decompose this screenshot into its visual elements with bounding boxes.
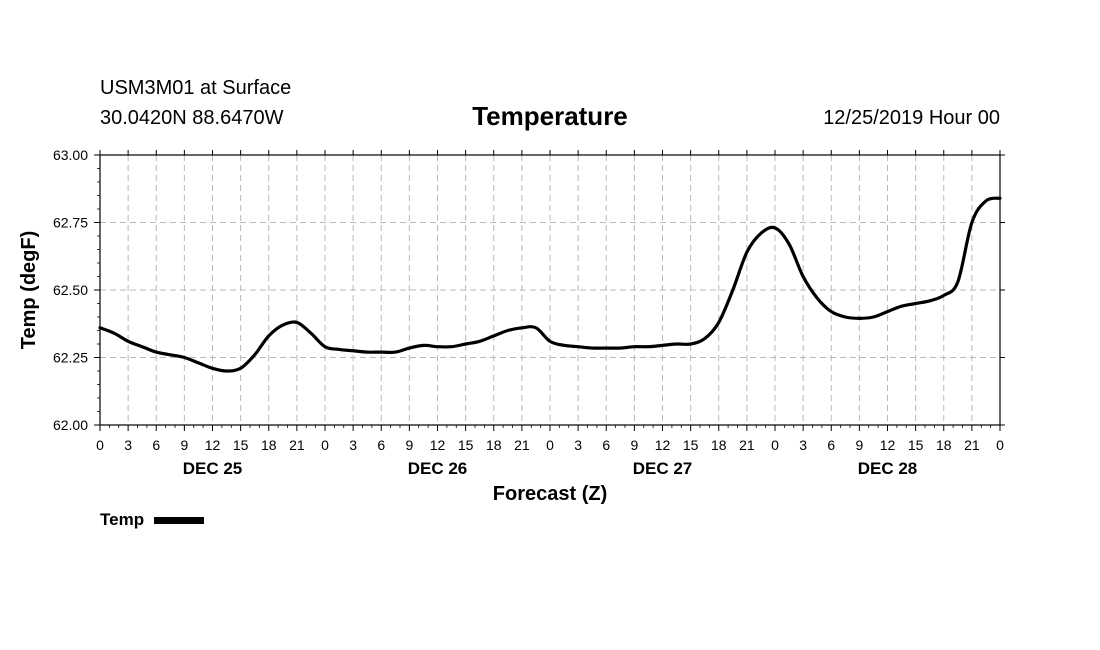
x-tick-label: 21 [964, 437, 980, 453]
x-tick-label: 9 [180, 437, 188, 453]
x-tick-label: 21 [739, 437, 755, 453]
x-tick-label: 3 [574, 437, 582, 453]
temp-series-line [98, 196, 1002, 373]
x-tick-label: 18 [711, 437, 727, 453]
legend: Temp [100, 510, 205, 530]
x-tick-label: 12 [205, 437, 221, 453]
legend-label: Temp [100, 510, 145, 529]
x-tick-label: 0 [996, 437, 1004, 453]
x-tick-label: 12 [430, 437, 446, 453]
day-label: DEC 27 [633, 459, 693, 478]
x-tick-label: 18 [486, 437, 502, 453]
x-tick-label: 0 [96, 437, 104, 453]
x-tick-label: 15 [908, 437, 924, 453]
chart-title: Temperature [472, 101, 628, 131]
coordinates-label: 30.0420N 88.6470W [100, 107, 284, 129]
x-tick-label: 6 [152, 437, 160, 453]
axis-labels: 0 3 6 9 12 15 18 21 0 3 6 9 12 15 18 21 0 3 6 9 12 15 18 21 0 3 6 9… [53, 147, 1004, 478]
x-tick-label: 3 [124, 437, 132, 453]
x-tick-label: 18 [261, 437, 277, 453]
x-tick-label: 3 [349, 437, 357, 453]
grid [100, 155, 1000, 425]
x-tick-label: 9 [855, 437, 863, 453]
station-label: USM3M01 at Surface [100, 77, 292, 99]
x-tick-label: 0 [546, 437, 554, 453]
forecast-date: 12/25/2019 Hour 00 [823, 107, 1000, 129]
x-tick-label: 6 [377, 437, 385, 453]
day-label: DEC 26 [408, 459, 468, 478]
x-tick-label: 12 [880, 437, 896, 453]
x-tick-label: 6 [602, 437, 610, 453]
axis-ticks [94, 150, 1005, 431]
x-tick-label: 15 [233, 437, 249, 453]
x-tick-label: 21 [289, 437, 305, 453]
x-tick-label: 9 [405, 437, 413, 453]
y-tick-label: 62.50 [53, 282, 88, 298]
x-tick-label: 15 [458, 437, 474, 453]
day-label: DEC 28 [858, 459, 918, 478]
x-tick-label: 15 [683, 437, 699, 453]
day-label: DEC 25 [183, 459, 243, 478]
y-tick-label: 62.75 [53, 215, 88, 231]
y-tick-label: 63.00 [53, 147, 88, 163]
x-tick-label: 21 [514, 437, 530, 453]
y-tick-label: 62.00 [53, 417, 88, 433]
y-tick-label: 62.25 [53, 350, 88, 366]
x-tick-label: 0 [321, 437, 329, 453]
x-tick-label: 3 [799, 437, 807, 453]
x-tick-label: 0 [771, 437, 779, 453]
x-tick-label: 12 [655, 437, 671, 453]
x-tick-label: 6 [827, 437, 835, 453]
x-axis-title: Forecast (Z) [493, 483, 607, 505]
y-axis-title: Temp (degF) [18, 231, 40, 350]
x-tick-label: 9 [630, 437, 638, 453]
legend-line-swatch [154, 516, 205, 524]
x-tick-label: 18 [936, 437, 952, 453]
